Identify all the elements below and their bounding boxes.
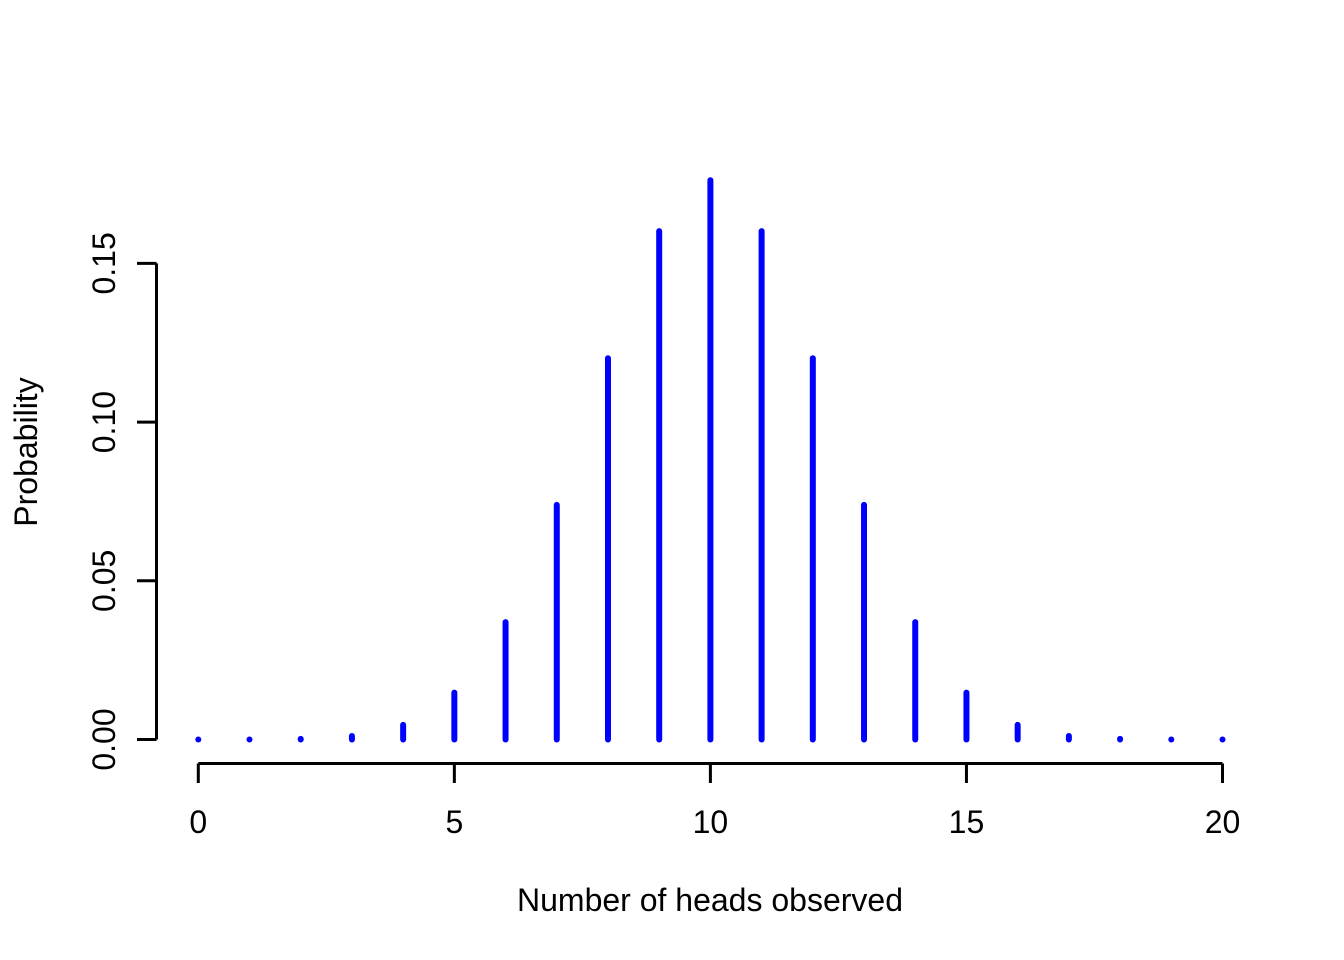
y-axis [137,261,158,741]
y-axis-title: Probability [8,377,44,526]
x-tick-labels: 0 5 10 15 20 [189,804,1240,840]
x-tick-label: 5 [445,804,463,840]
y-tick-labels: 0.00 0.05 0.10 0.15 [86,232,122,770]
x-tick-label: 15 [949,804,985,840]
x-tick-label: 10 [693,804,729,840]
y-tick-label: 0.00 [86,708,122,770]
x-tick-label: 0 [189,804,207,840]
x-tick-label: 20 [1205,804,1241,840]
spikes-series [195,177,1226,743]
y-tick-label: 0.05 [86,550,122,612]
x-axis-title: Number of heads observed [517,882,903,918]
x-axis [196,762,1224,783]
y-tick-label: 0.10 [86,391,122,453]
y-tick-label: 0.15 [86,232,122,294]
